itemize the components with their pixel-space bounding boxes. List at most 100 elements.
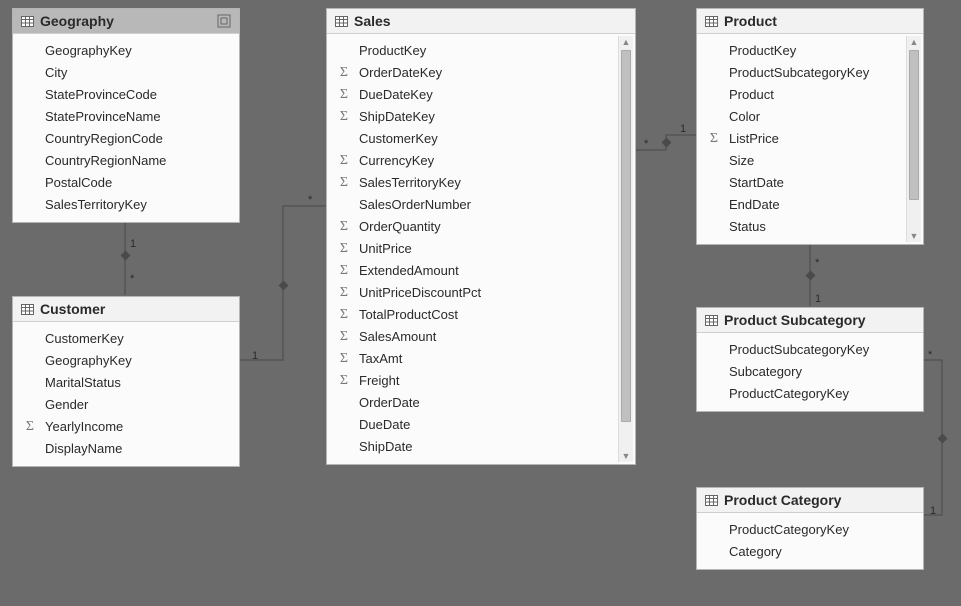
column-item[interactable]: OrderDate [327,392,618,414]
scrollbar[interactable]: ▲▼ [906,36,921,242]
relationship-direction-icon [806,271,816,281]
column-item[interactable]: SalesTerritoryKey [13,194,239,216]
scrollbar-thumb[interactable] [621,50,631,422]
column-name: CountryRegionName [39,151,166,171]
column-name: ProductCategoryKey [723,384,849,404]
table-node-geography[interactable]: Geography GeographyKeyCityStateProvinceCo… [12,8,240,223]
column-item[interactable]: GeographyKey [13,350,239,372]
column-name: ShipDateKey [353,107,435,127]
column-item[interactable]: Subcategory [697,361,923,383]
scroll-up-icon[interactable]: ▲ [907,36,921,48]
column-item[interactable]: ΣUnitPriceDiscountPct [327,282,618,304]
column-item[interactable]: Size [697,150,906,172]
column-item[interactable]: ProductSubcategoryKey [697,62,906,84]
column-item[interactable]: StateProvinceName [13,106,239,128]
column-item[interactable]: ΣOrderDateKey [327,62,618,84]
column-item[interactable]: ΣOrderQuantity [327,216,618,238]
column-item[interactable]: Product [697,84,906,106]
column-item[interactable]: DisplayName [13,438,239,460]
scrollbar[interactable]: ▲▼ [618,36,633,462]
column-item[interactable]: ΣSalesAmount [327,326,618,348]
column-name: ExtendedAmount [353,261,459,281]
column-name: DisplayName [39,439,122,459]
column-item[interactable]: ShipDate [327,436,618,458]
column-item[interactable]: ΣUnitPrice [327,238,618,260]
scroll-down-icon[interactable]: ▼ [907,230,921,242]
column-item[interactable]: GeographyKey [13,40,239,62]
column-item[interactable]: ΣDueDateKey [327,84,618,106]
column-item[interactable]: ΣFreight [327,370,618,392]
column-item[interactable]: DueDate [327,414,618,436]
table-title: Sales [354,13,391,29]
column-item[interactable]: CustomerKey [13,328,239,350]
diagram-canvas[interactable]: GeographyGeographyKeyCityStateProvinceCo… [0,0,961,606]
table-title: Product Category [724,492,841,508]
column-item[interactable]: Color [697,106,906,128]
column-item[interactable]: ΣTotalProductCost [327,304,618,326]
column-name: City [39,63,67,83]
column-item[interactable]: City [13,62,239,84]
column-item[interactable]: ΣCurrencyKey [327,150,618,172]
column-name: SalesTerritoryKey [353,173,461,193]
table-node-customer[interactable]: CustomerCustomerKeyGeographyKeyMaritalSt… [12,296,240,467]
column-name: TotalProductCost [353,305,458,325]
relationship-direction-icon [662,138,672,148]
column-list: CustomerKeyGeographyKeyMaritalStatusGend… [13,322,239,466]
column-name: MaritalStatus [39,373,121,393]
column-list: ProductKeyProductSubcategoryKeyProductCo… [697,34,906,244]
column-list: ProductSubcategoryKeySubcategoryProductC… [697,333,923,411]
column-name: DueDateKey [353,85,433,105]
table-header[interactable]: Product [697,9,923,34]
column-item[interactable]: EndDate [697,194,906,216]
column-item[interactable]: ΣSalesTerritoryKey [327,172,618,194]
table-node-prodcat[interactable]: Product Category ProductCategoryKeyCatego… [696,487,924,570]
column-item[interactable]: CountryRegionCode [13,128,239,150]
column-item[interactable]: Gender [13,394,239,416]
table-header[interactable]: Customer [13,297,239,322]
column-item[interactable]: ΣYearlyIncome [13,416,239,438]
table-node-sales[interactable]: SalesProductKeyΣOrderDateKeyΣDueDateKeyΣ… [326,8,636,465]
table-header[interactable]: Geography [13,9,239,34]
scroll-up-icon[interactable]: ▲ [619,36,633,48]
sigma-icon: Σ [335,261,353,281]
column-name: UnitPrice [353,239,412,259]
column-item[interactable]: Category [697,541,923,563]
cardinality-one: 1 [815,293,821,305]
table-body: ProductKeyProductSubcategoryKeyProductCo… [697,34,923,244]
column-item[interactable]: ΣExtendedAmount [327,260,618,282]
column-item[interactable]: ProductSubcategoryKey [697,339,923,361]
table-header[interactable]: Product Subcategory [697,308,923,333]
column-item[interactable]: PostalCode [13,172,239,194]
column-item[interactable]: ProductKey [697,40,906,62]
column-name: YearlyIncome [39,417,123,437]
column-item[interactable]: ProductCategoryKey [697,519,923,541]
column-item[interactable]: CountryRegionName [13,150,239,172]
column-name: OrderDate [353,393,420,413]
column-item[interactable]: ProductCategoryKey [697,383,923,405]
scroll-down-icon[interactable]: ▼ [619,450,633,462]
table-node-product[interactable]: ProductProductKeyProductSubcategoryKeyPr… [696,8,924,245]
table-icon [335,16,348,27]
table-header[interactable]: Product Category [697,488,923,513]
column-item[interactable]: ΣShipDateKey [327,106,618,128]
column-item[interactable]: ΣListPrice [697,128,906,150]
column-item[interactable]: SalesOrderNumber [327,194,618,216]
table-header[interactable]: Sales [327,9,635,34]
table-icon [21,304,34,315]
scrollbar-thumb[interactable] [909,50,919,200]
column-name: OrderDateKey [353,63,442,83]
table-node-prodsubcat[interactable]: Product SubcategoryProductSubcategoryKey… [696,307,924,412]
column-item[interactable]: StateProvinceCode [13,84,239,106]
column-name: ProductCategoryKey [723,520,849,540]
column-item[interactable]: StartDate [697,172,906,194]
column-name: Freight [353,371,399,391]
column-item[interactable]: ΣTaxAmt [327,348,618,370]
column-item[interactable]: Status [697,216,906,238]
column-item[interactable]: MaritalStatus [13,372,239,394]
relationship-direction-icon [279,281,289,291]
column-name: Size [723,151,754,171]
column-item[interactable]: ProductKey [327,40,618,62]
column-item[interactable]: CustomerKey [327,128,618,150]
column-name: Category [723,542,782,562]
related-tables-icon[interactable] [217,14,231,28]
